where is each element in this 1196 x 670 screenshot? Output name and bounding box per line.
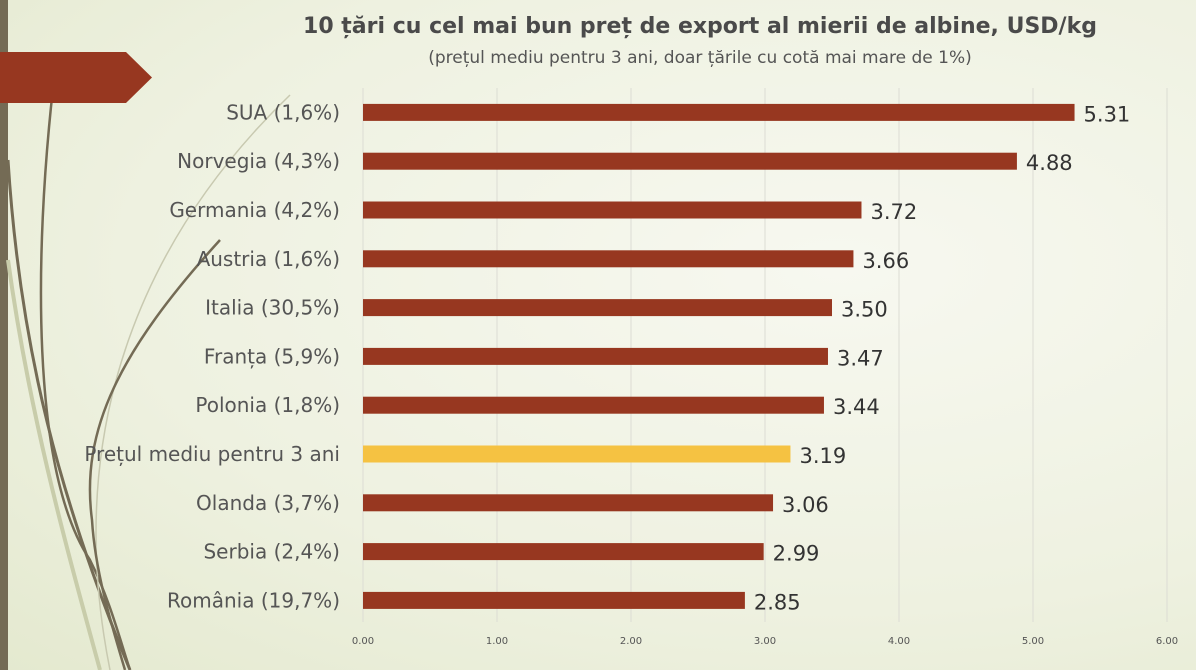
category-label: SUA (1,6%): [226, 100, 340, 124]
x-tick-label: 4.00: [888, 636, 910, 647]
value-label: 4.88: [1026, 151, 1073, 175]
value-label: 3.66: [862, 249, 909, 273]
value-label: 3.19: [799, 444, 846, 468]
chart-subtitle: (prețul mediu pentru 3 ani, doar țările …: [428, 48, 972, 68]
value-label: 3.47: [837, 346, 884, 370]
category-label: Austria (1,6%): [197, 247, 340, 271]
bar: [363, 299, 832, 317]
value-label: 2.85: [754, 590, 801, 614]
bar: [363, 543, 764, 561]
bar: [363, 152, 1017, 170]
value-label: 3.50: [841, 298, 888, 322]
value-label: 3.06: [782, 493, 829, 517]
left-accent-strip: [0, 0, 8, 670]
value-label: 3.72: [870, 200, 917, 224]
x-tick-label: 1.00: [486, 636, 508, 647]
category-label: România (19,7%): [167, 588, 340, 612]
bar: [363, 396, 824, 414]
x-tick-label: 3.00: [754, 636, 776, 647]
x-tick-label: 5.00: [1022, 636, 1044, 647]
value-label: 2.99: [773, 542, 820, 566]
bar: [363, 250, 854, 268]
category-label: Polonia (1,8%): [195, 393, 340, 417]
x-tick-label: 2.00: [620, 636, 642, 647]
bar: [363, 445, 791, 463]
decorative-curves: [6, 87, 291, 670]
x-tick-label: 6.00: [1156, 636, 1178, 647]
category-label: Italia (30,5%): [205, 296, 340, 320]
bar: [363, 347, 828, 365]
category-label: Olanda (3,7%): [196, 491, 340, 515]
category-label: Serbia (2,4%): [203, 540, 340, 564]
category-label: Norvegia (4,3%): [177, 149, 340, 173]
category-label: Prețul mediu pentru 3 ani: [84, 442, 340, 466]
category-label: Germania (4,2%): [169, 198, 340, 222]
category-label: Franța (5,9%): [204, 344, 340, 368]
bar: [363, 201, 862, 219]
value-label: 3.44: [833, 395, 880, 419]
bar: [363, 494, 774, 512]
bar: [363, 591, 745, 609]
value-label: 5.31: [1084, 102, 1131, 126]
red-arrow-banner: [0, 52, 152, 103]
chart-title: 10 țări cu cel mai bun preț de export al…: [303, 14, 1097, 39]
x-tick-label: 0.00: [352, 636, 374, 647]
bar: [363, 103, 1075, 121]
